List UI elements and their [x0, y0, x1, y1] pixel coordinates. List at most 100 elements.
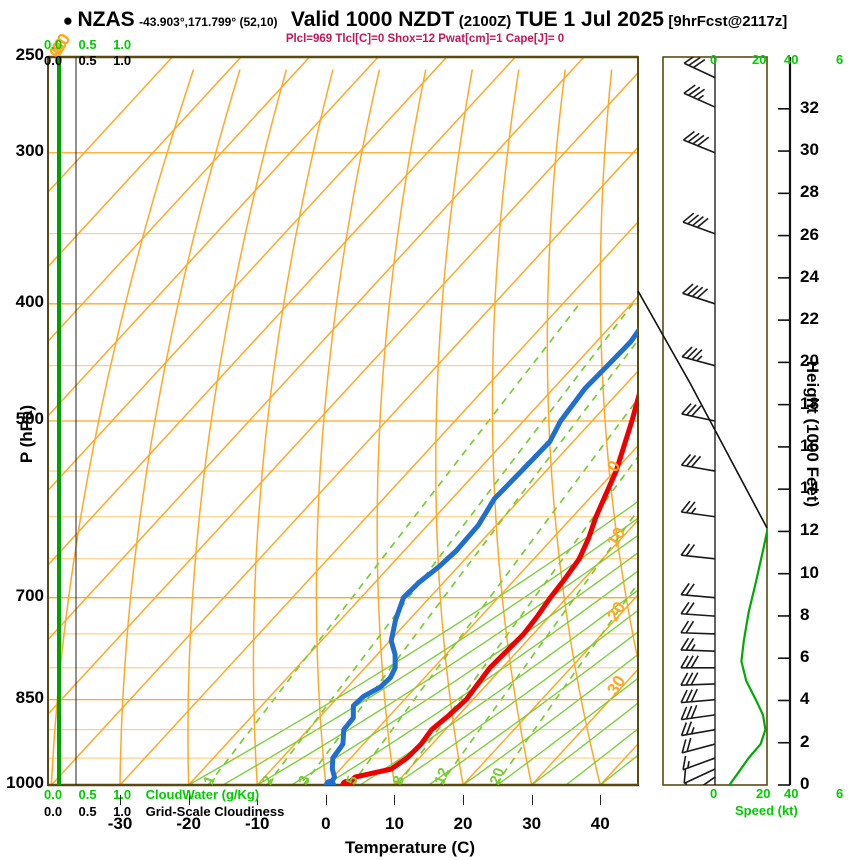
wind-barb — [681, 403, 716, 422]
speed-axis-label: Speed (kt) — [735, 803, 798, 818]
wind-barb — [685, 776, 716, 785]
height-tick-label-22: 22 — [800, 309, 819, 329]
cloudwater-tick-2: 1.0 — [113, 37, 132, 52]
height-tick-label-12: 12 — [800, 520, 819, 540]
stability-indices: Plcl=969 Tlcl[C]=0 Shox=12 Pwat[cm]=1 Ca… — [285, 33, 565, 45]
pressure-tick-label-300: 300 — [15, 140, 44, 160]
height-tick-label-2: 2 — [800, 731, 810, 751]
wind-barb — [682, 130, 716, 154]
cloudiness-axis-label: Grid-Scale Cloudiness — [145, 804, 285, 819]
forecast-tag: [9hrFcst@2117z] — [668, 13, 788, 30]
wind-barb — [680, 500, 716, 518]
height-axis — [778, 57, 792, 786]
height-tick-label-8: 8 — [800, 604, 810, 624]
temperature-tick-label--10: -10 — [244, 814, 270, 833]
height-tick-label-26: 26 — [800, 224, 819, 244]
speed-tick-top-3: 6 — [836, 52, 844, 67]
wind-barb — [683, 57, 716, 79]
header-title: ● NZAS -43.903°,171.799° (52,10) Valid 1… — [0, 8, 850, 32]
temperature-surface-dot — [340, 779, 353, 785]
height-tick-label-14: 14 — [800, 478, 819, 498]
dewpoint-surface-dot — [323, 779, 336, 785]
temperature-tick — [325, 795, 327, 805]
height-tick-label-20: 20 — [800, 351, 819, 371]
temperature-tick-label-0: 0 — [321, 814, 331, 833]
height-tick-label-0: 0 — [800, 774, 810, 793]
wind-barb — [682, 283, 716, 305]
wind-barb — [681, 346, 716, 367]
speed-tick-bottom-1: 20 — [756, 786, 771, 801]
pressure-tick-label-850: 850 — [15, 687, 44, 707]
wind-barb — [680, 705, 716, 721]
pressure-axis-label: P (hPa) — [17, 404, 36, 464]
wind-barb — [680, 582, 716, 599]
cloudwater-tick-0: 0.0 — [44, 37, 63, 52]
cloudiness-scale-top: 0.0 0.5 1.0 — [44, 52, 131, 70]
cloudwater-tick-b2: 1.0 — [113, 787, 132, 802]
wind-barb — [683, 84, 716, 108]
height-axis-label: Height (1000 Feet) — [803, 360, 822, 508]
cloudiness-tick-0: 0.0 — [44, 53, 63, 68]
cloudiness-tick-b0: 0.0 — [44, 804, 63, 819]
wind-barb — [682, 755, 716, 771]
temperature-tick — [188, 795, 190, 805]
temperature-tick — [463, 795, 465, 805]
temperature-tick — [120, 795, 122, 805]
temperature-tick — [394, 795, 396, 805]
height-tick-label-16: 16 — [800, 435, 819, 455]
station-marker-icon: ● — [62, 11, 74, 30]
speed-tick-top-1: 20 — [752, 52, 767, 67]
cloudiness-tick-2: 1.0 — [113, 53, 132, 68]
height-tick-label-6: 6 — [800, 647, 810, 667]
wind-barb — [680, 543, 716, 560]
wind-barb — [680, 688, 716, 704]
cloudwater-tick-1: 0.5 — [78, 37, 97, 52]
temperature-tick — [600, 795, 602, 805]
dewpoint-curve — [327, 327, 638, 785]
pressure-tick-label-1000: 1000 — [6, 773, 44, 792]
valid-time: Valid 1000 NZDT — [290, 8, 455, 31]
wind-barb — [680, 721, 716, 737]
wind-speed-curve — [728, 526, 767, 785]
height-tick-label-18: 18 — [800, 393, 819, 413]
wind-barb — [680, 601, 716, 617]
temperature-tick-label-30: 30 — [522, 814, 542, 833]
temperature-axis-label: Temperature (C) — [344, 838, 476, 857]
valid-date: TUE 1 Jul 2025 — [515, 8, 664, 31]
pressure-tick-label-400: 400 — [15, 291, 44, 311]
valid-time-zulu: (2100Z) — [458, 13, 512, 30]
speed-tick-bottom-0: 0 — [710, 786, 718, 801]
wind-panel — [662, 56, 768, 786]
cloudwater-scale-top: 0.0 0.5 1.0 — [44, 36, 131, 54]
temperature-tick-label-10: 10 — [384, 814, 404, 833]
height-tick-label-30: 30 — [800, 140, 819, 160]
speed-tick-bottom-3: 6 — [836, 786, 844, 801]
cloudwater-tick-b1: 0.5 — [78, 787, 97, 802]
cloudiness-scale-bottom: 0.0 0.5 1.0 Grid-Scale Cloudiness — [44, 803, 284, 821]
wind-barbs — [680, 57, 716, 785]
cloudwater-axis-label: CloudWater (g/Kg) — [145, 787, 260, 802]
temperature-tick-label-40: 40 — [590, 814, 610, 833]
pressure-tick-label-700: 700 — [15, 585, 44, 605]
wind-barb — [680, 655, 715, 669]
height-tick-label-28: 28 — [800, 182, 819, 202]
wind-barb — [680, 637, 716, 652]
station-coords: -43.903°,171.799° (52,10) — [139, 15, 278, 29]
pressure-tick-label-500: 500 — [15, 409, 44, 428]
speed-tick-top-0: 0 — [710, 52, 718, 67]
station-name: NZAS — [77, 8, 135, 31]
wind-barb — [680, 672, 716, 686]
temperature-tick-label--30: -30 — [107, 814, 133, 833]
temperature-tick — [257, 795, 259, 805]
cloudiness-tick-b1: 0.5 — [78, 804, 97, 819]
height-tick-label-4: 4 — [800, 689, 810, 709]
height-tick-label-24: 24 — [800, 266, 819, 286]
wind-barb — [680, 620, 716, 635]
height-trace — [637, 290, 768, 529]
pressure-tick-label-250: 250 — [15, 45, 44, 64]
wind-barb — [683, 768, 716, 785]
wind-barb — [680, 454, 716, 472]
wind-barb — [681, 737, 716, 754]
temperature-tick-label--20: -20 — [176, 814, 201, 833]
